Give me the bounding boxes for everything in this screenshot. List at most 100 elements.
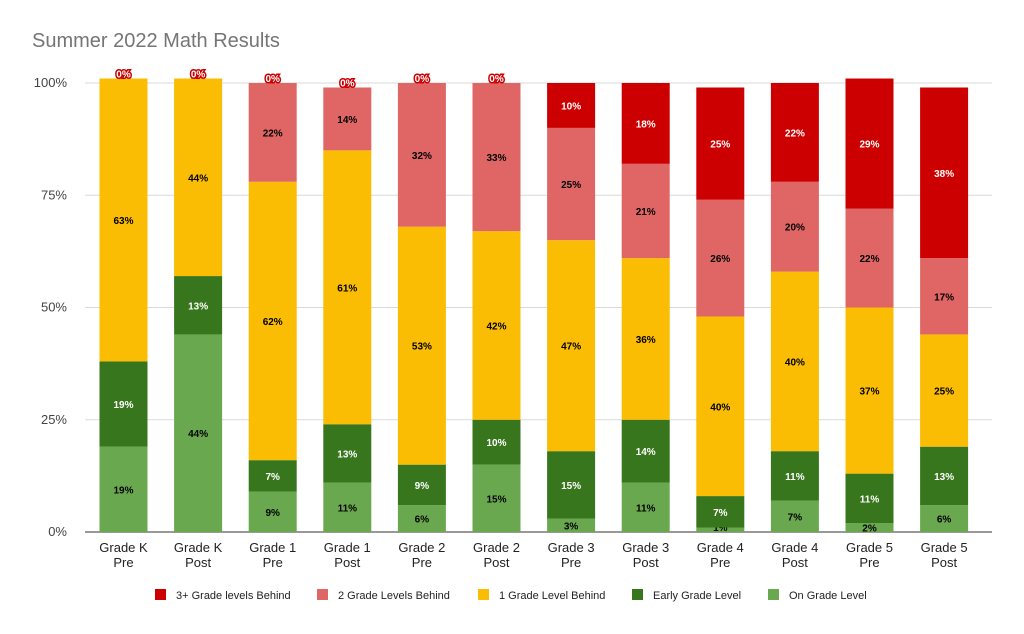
- data-label: 10%: [486, 438, 506, 449]
- data-label: 40%: [710, 402, 730, 413]
- bar-segment: [99, 361, 148, 447]
- bar-segment: [845, 208, 894, 308]
- bar-segment: [621, 482, 670, 532]
- bar-segment: [845, 307, 894, 474]
- bar-segment: [472, 83, 521, 232]
- data-label: 40%: [785, 357, 805, 368]
- bar-segment: [696, 527, 745, 532]
- legend-label: Early Grade Level: [653, 590, 741, 602]
- data-label: 0%: [489, 74, 504, 85]
- bar-segment: [547, 451, 596, 519]
- bar-segment: [920, 258, 969, 335]
- x-tick-label: Grade 1: [249, 540, 296, 555]
- data-label: 25%: [710, 140, 730, 151]
- x-tick-label: Pre: [113, 555, 133, 570]
- data-label: 44%: [188, 173, 208, 184]
- x-tick-label: Post: [782, 555, 808, 570]
- data-label: 6%: [415, 515, 430, 526]
- data-label: 26%: [710, 254, 730, 265]
- legend-label: On Grade Level: [789, 590, 867, 602]
- legend-swatch: [155, 589, 166, 600]
- data-label: 0%: [415, 74, 430, 85]
- x-tick-label: Grade 5: [846, 540, 893, 555]
- bar-segment: [174, 276, 223, 335]
- data-label: 0%: [265, 74, 280, 85]
- data-label: 19%: [113, 400, 133, 411]
- y-tick-label: 75%: [41, 187, 67, 202]
- y-tick-label: 50%: [41, 300, 67, 315]
- x-tick-label: Grade 2: [473, 540, 520, 555]
- data-label: 42%: [486, 321, 506, 332]
- data-label: 22%: [263, 128, 283, 139]
- legend-label: 2 Grade Levels Behind: [338, 590, 450, 602]
- data-label: 11%: [338, 503, 358, 514]
- data-label: 53%: [412, 342, 432, 353]
- bar-segment: [621, 163, 670, 259]
- data-label: 33%: [486, 153, 506, 164]
- legend-label: 1 Grade Level Behind: [499, 590, 605, 602]
- legend-swatch: [768, 589, 779, 600]
- data-label: 36%: [636, 335, 656, 346]
- data-label: 14%: [337, 115, 357, 126]
- bar-segment: [397, 464, 446, 506]
- bar-segment: [397, 83, 446, 227]
- x-tick-label: Grade 4: [697, 540, 744, 555]
- bar-segment: [174, 78, 223, 277]
- x-tick-label: Pre: [859, 555, 879, 570]
- x-tick-label: Pre: [412, 555, 432, 570]
- data-label: 22%: [859, 254, 879, 265]
- data-label: 63%: [113, 216, 133, 227]
- bar-segment: [547, 240, 596, 452]
- bar-segment: [621, 83, 670, 164]
- legend-swatch: [317, 589, 328, 600]
- bar-segment: [696, 316, 745, 497]
- bar-segment: [770, 83, 819, 182]
- data-label: 62%: [263, 317, 283, 328]
- bar-segment: [323, 424, 372, 483]
- data-label: 13%: [337, 449, 357, 460]
- bar-segment: [547, 518, 596, 532]
- bar-segment: [397, 226, 446, 465]
- bar-segment: [248, 83, 297, 182]
- data-label: 25%: [934, 387, 954, 398]
- x-tick-label: Grade K: [174, 540, 223, 555]
- data-label: 21%: [636, 207, 656, 218]
- x-tick-label: Grade 3: [548, 540, 595, 555]
- bar-segment: [845, 523, 894, 532]
- x-tick-label: Pre: [561, 555, 581, 570]
- bar-segment: [99, 78, 148, 362]
- data-label: 14%: [636, 447, 656, 458]
- bar-segment: [770, 500, 819, 532]
- bar-segment: [621, 419, 670, 483]
- data-label: 15%: [561, 481, 581, 492]
- bar-segment: [696, 87, 745, 200]
- x-tick-label: Post: [931, 555, 957, 570]
- data-label: 6%: [937, 515, 952, 526]
- data-label: 25%: [561, 180, 581, 191]
- data-label: 32%: [412, 151, 432, 162]
- data-label: 1%: [713, 523, 728, 534]
- data-label: 11%: [785, 472, 805, 483]
- data-label: 61%: [337, 283, 357, 294]
- x-tick-label: Post: [633, 555, 659, 570]
- data-label: 11%: [860, 494, 880, 505]
- data-label: 7%: [713, 508, 728, 519]
- bar-segment: [845, 78, 894, 209]
- legend-label: 3+ Grade levels Behind: [176, 590, 291, 602]
- data-label: 22%: [785, 128, 805, 139]
- bar-segment: [248, 181, 297, 461]
- bar-segment: [920, 505, 969, 532]
- y-tick-label: 0%: [48, 524, 67, 539]
- data-label: 38%: [934, 169, 954, 180]
- data-label: 29%: [859, 140, 879, 151]
- x-tick-label: Post: [483, 555, 509, 570]
- bar-segment: [770, 271, 819, 452]
- bar-segment: [770, 181, 819, 272]
- bar-segment: [472, 419, 521, 465]
- data-label: 17%: [934, 292, 954, 303]
- data-label: 15%: [486, 494, 506, 505]
- bar-segment: [547, 83, 596, 128]
- bar-segment: [696, 496, 745, 528]
- data-label: 44%: [188, 429, 208, 440]
